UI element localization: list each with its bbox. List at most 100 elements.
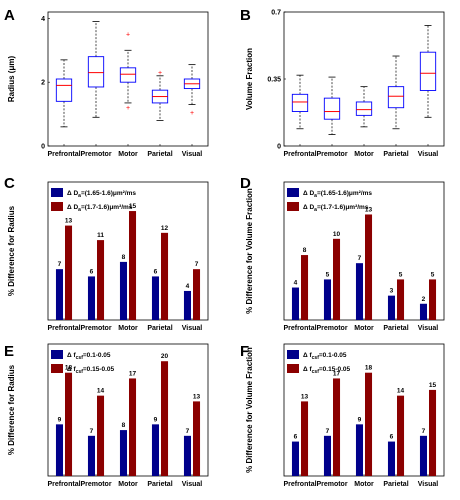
- x-tick-label: Visual: [182, 325, 203, 332]
- panel-a: A Radius (μm) Prefrontal Premotor Motor Parie…: [4, 7, 209, 158]
- y-axis-label: % Difference for Volume Fraction: [245, 347, 254, 473]
- bar-value-label: 18: [365, 365, 373, 372]
- panel-c: C % Difference for Radius Prefrontal Premot…: [4, 175, 209, 332]
- x-tick-label: Prefrontal: [47, 481, 80, 488]
- box-iqr: [323, 97, 341, 120]
- bar-prefrontal-s2: [65, 225, 73, 320]
- x-tick-label: Motor: [118, 481, 138, 488]
- bar-value-label: 15: [429, 382, 437, 389]
- x-tick-label: Visual: [182, 151, 203, 158]
- outlier-marker: +: [126, 105, 130, 112]
- x-tick-label: Parietal: [383, 325, 408, 332]
- y-tick-label: 0: [277, 144, 281, 151]
- panel-f: F% Difference for Volume Fraction Prefron…: [240, 343, 445, 488]
- box-visual: [419, 24, 437, 118]
- bar-visual-s2: [193, 401, 201, 476]
- bar-value-label: 4: [186, 283, 190, 290]
- legend-entry: Δ Da=(1.65-1.6)μm²/ms: [67, 190, 136, 199]
- bar-motor-s1: [119, 430, 127, 476]
- legend-swatch: [51, 364, 63, 373]
- legend-swatch: [287, 350, 299, 359]
- bar-parietal-s1: [387, 441, 395, 476]
- x-tick-label: Premotor: [80, 481, 111, 488]
- bar-prefrontal-s1: [291, 287, 299, 320]
- bar-value-label: 9: [58, 416, 62, 423]
- bar-parietal-s1: [387, 295, 395, 320]
- bar-value-label: 6: [294, 434, 298, 441]
- bar-motor-s2: [365, 214, 373, 320]
- legend-swatch: [51, 202, 63, 211]
- box-prefrontal: [291, 74, 309, 130]
- x-tick-label: Prefrontal: [47, 325, 80, 332]
- legend-swatch: [287, 364, 299, 373]
- legend: Δ Da=(1.65-1.6)μm²/ms Δ Da=(1.7-1.6)μm²/m…: [287, 188, 372, 213]
- legend-entry: Δ Da=(1.65-1.6)μm²/ms: [303, 190, 372, 199]
- bar-prefrontal-s2: [65, 372, 73, 476]
- bar-value-label: 20: [161, 353, 169, 360]
- legend-entry: Δ fcsf=0.15-0.05: [303, 366, 351, 375]
- bar-value-label: 13: [193, 393, 201, 400]
- x-tick-label: Premotor: [80, 325, 111, 332]
- x-tick-label: Parietal: [147, 325, 172, 332]
- bar-parietal-s1: [151, 424, 159, 476]
- bar-visual-s2: [429, 389, 437, 476]
- bar-value-label: 14: [97, 388, 105, 395]
- bar-value-label: 14: [397, 388, 405, 395]
- bar-premotor-s1: [87, 276, 95, 320]
- bar-value-label: 11: [97, 232, 104, 239]
- panel-letter: E: [4, 343, 14, 360]
- box-iqr: [291, 93, 309, 112]
- x-tick-label: Visual: [418, 151, 439, 158]
- panel-letter: B: [240, 7, 251, 24]
- bar-parietal-s2: [397, 279, 405, 320]
- x-tick-label: Motor: [354, 151, 374, 158]
- panel-b: B Volume Fraction Prefrontal Premotor Motor P…: [240, 7, 445, 158]
- legend: Δ Da=(1.65-1.6)μm²/ms Δ Da=(1.7-1.6)μm²/m…: [51, 188, 136, 213]
- bar-value-label: 13: [301, 393, 309, 400]
- outlier-marker: +: [190, 110, 194, 117]
- bar-motor-s2: [365, 372, 373, 476]
- bar-motor-s2: [129, 378, 137, 476]
- panel-letter: A: [4, 7, 15, 24]
- bar-value-label: 7: [195, 261, 199, 268]
- panel-letter: D: [240, 175, 251, 192]
- box-parietal: +: [151, 70, 169, 121]
- box-parietal: [387, 55, 405, 130]
- box-iqr: [119, 67, 137, 83]
- bar-value-label: 10: [333, 231, 341, 238]
- legend-entry: Δ fcsf=0.1-0.05: [303, 352, 347, 361]
- bar-parietal-s1: [151, 276, 159, 320]
- bar-prefrontal-s1: [55, 424, 63, 476]
- bar-value-label: 12: [161, 225, 169, 232]
- bar-prefrontal-s1: [291, 441, 299, 476]
- bar-value-label: 3: [390, 288, 394, 295]
- box-iqr: [87, 56, 105, 88]
- bar-parietal-s2: [161, 232, 169, 320]
- bar-value-label: 8: [122, 254, 126, 261]
- bar-value-label: 13: [365, 206, 373, 213]
- box-iqr: [387, 86, 405, 109]
- bar-motor-s1: [355, 263, 363, 320]
- x-tick-label: Premotor: [316, 325, 347, 332]
- bar-prefrontal-s2: [301, 255, 309, 320]
- box-motor: [355, 86, 373, 128]
- bar-value-label: 6: [154, 268, 158, 275]
- bar-prefrontal-s2: [301, 401, 309, 476]
- y-axis-label: Radius (μm): [7, 56, 16, 103]
- y-tick-label: 4: [41, 16, 45, 23]
- box-iqr: [419, 51, 437, 91]
- x-tick-label: Motor: [118, 151, 138, 158]
- bar-value-label: 8: [122, 422, 126, 429]
- x-tick-label: Parietal: [383, 151, 408, 158]
- bar-value-label: 7: [58, 261, 62, 268]
- x-tick-label: Parietal: [147, 151, 172, 158]
- bar-value-label: 6: [90, 268, 94, 275]
- bar-parietal-s2: [397, 395, 405, 476]
- x-tick-label: Visual: [418, 325, 439, 332]
- bar-value-label: 7: [422, 428, 426, 435]
- bar-visual-s2: [193, 269, 201, 320]
- x-tick-label: Motor: [354, 325, 374, 332]
- x-tick-label: Premotor: [316, 151, 347, 158]
- bar-value-label: 9: [154, 416, 158, 423]
- box-premotor: [87, 21, 105, 118]
